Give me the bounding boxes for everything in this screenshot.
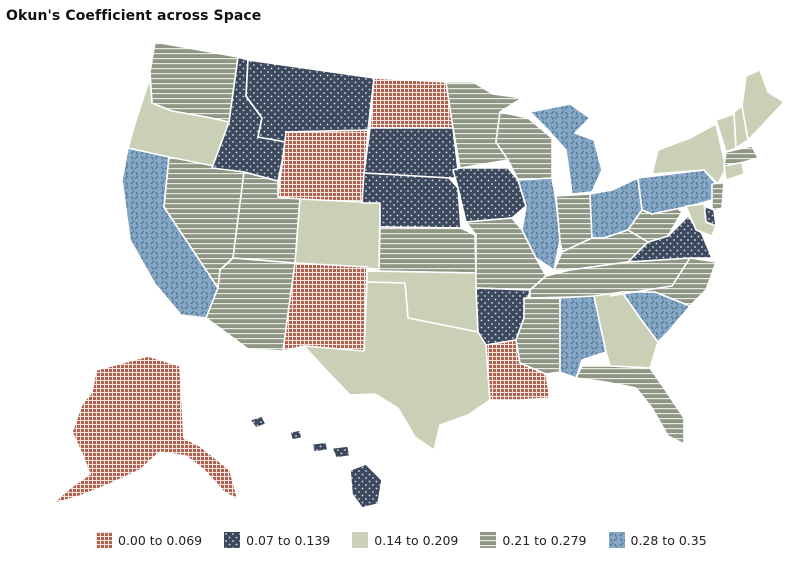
legend-swatch (480, 532, 497, 548)
legend-swatch (352, 532, 369, 548)
legend-label: 0.07 to 0.139 (246, 532, 331, 548)
legend-item: 0.07 to 0.139 (224, 532, 330, 548)
state-TX (303, 281, 491, 451)
state-MA (723, 145, 759, 167)
us-choropleth-map (51, 41, 785, 509)
state-MI (529, 103, 603, 195)
state-FL (575, 365, 685, 445)
state-NC (609, 257, 717, 307)
legend-label: 0.00 to 0.069 (118, 532, 203, 548)
state-WY (277, 129, 369, 206)
state-KS (378, 226, 477, 274)
state-NJ (711, 181, 725, 213)
state-MD (685, 203, 717, 237)
state-NY (651, 123, 727, 185)
legend-item: 0.14 to 0.209 (352, 532, 458, 548)
map-legend: 0.00 to 0.069 0.07 to 0.139 0.14 to 0.209 0… (96, 532, 729, 548)
legend-label: 0.21 to 0.279 (502, 532, 587, 548)
state-SD (363, 127, 460, 179)
state-ME (741, 69, 785, 141)
state-ND (369, 77, 454, 129)
legend-label: 0.14 to 0.209 (374, 532, 459, 548)
legend-item: 0.00 to 0.069 (96, 532, 202, 548)
legend-swatch (96, 532, 112, 548)
legend-item: 0.21 to 0.279 (480, 532, 587, 548)
legend-item: 0.28 to 0.35 (608, 532, 707, 548)
legend-swatch (224, 532, 241, 548)
legend-swatch (608, 532, 625, 548)
legend-label: 0.28 to 0.35 (630, 532, 707, 548)
state-AZ (205, 257, 296, 352)
map-title: Okun's Coefficient across Space (6, 8, 262, 24)
state-AK (51, 355, 239, 505)
state-NM (282, 262, 368, 352)
state-CO (294, 198, 381, 270)
state-IA (452, 167, 527, 223)
state-HI (249, 415, 383, 509)
